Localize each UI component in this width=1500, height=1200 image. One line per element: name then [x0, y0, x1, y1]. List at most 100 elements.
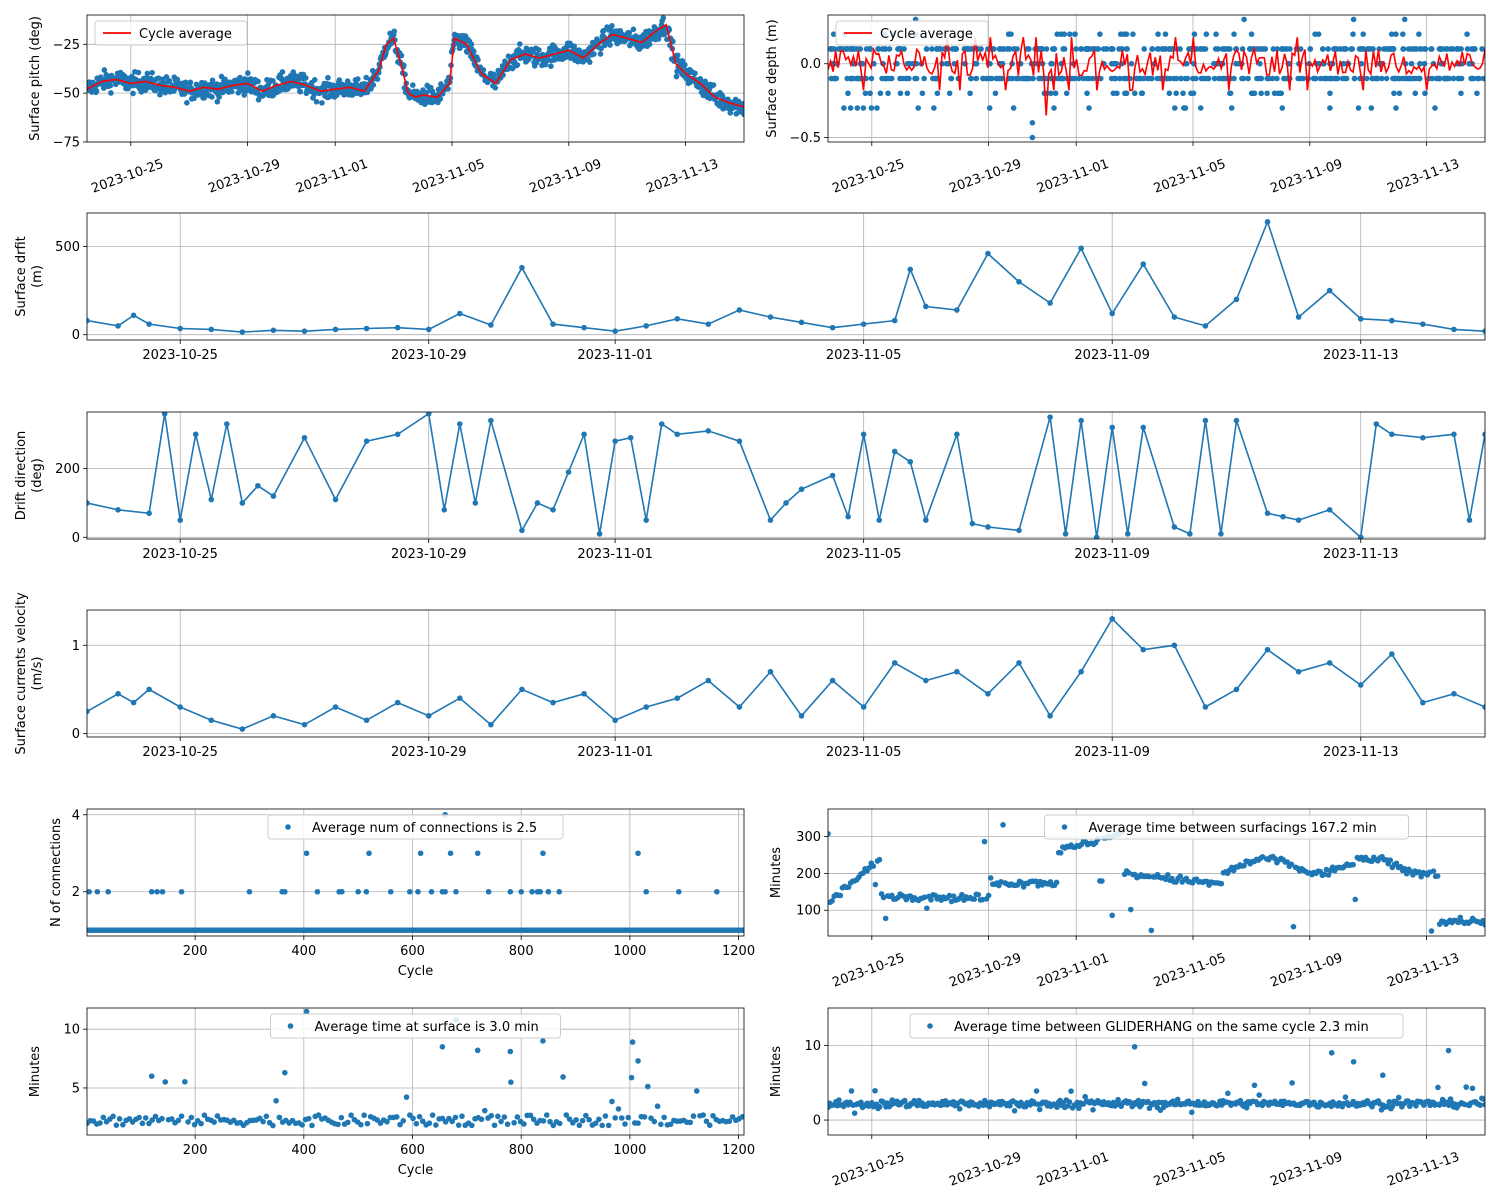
data-point	[178, 888, 185, 895]
data-point	[1140, 75, 1147, 82]
data-point	[674, 695, 681, 701]
data-point	[521, 1121, 527, 1127]
x-tick-label: 2023-10-29	[391, 547, 467, 562]
data-point	[146, 321, 152, 327]
data-point	[355, 76, 361, 82]
data-point	[425, 412, 432, 417]
data-point	[1310, 75, 1317, 82]
legend-point-marker	[287, 1023, 294, 1029]
data-point	[1173, 75, 1180, 82]
data-point	[645, 1083, 651, 1090]
data-point	[457, 421, 463, 427]
data-point	[201, 1112, 208, 1119]
data-point	[1435, 1084, 1441, 1091]
data-point	[255, 482, 261, 489]
data-point	[1412, 90, 1419, 97]
data-point	[860, 105, 867, 111]
data-point	[1216, 75, 1222, 82]
data-point	[270, 1122, 276, 1129]
data-point	[363, 717, 370, 724]
data-point	[336, 77, 343, 83]
data-point	[270, 493, 277, 499]
data-point	[188, 1114, 195, 1121]
y-tick-label: 4	[72, 808, 80, 823]
data-point	[1360, 31, 1367, 37]
data-point	[954, 431, 960, 438]
data-point	[583, 1112, 589, 1119]
data-point	[1392, 75, 1398, 82]
data-point	[876, 1103, 883, 1110]
x-tick-label: 2023-11-13	[1385, 951, 1461, 991]
data-point	[235, 90, 242, 96]
data-point	[736, 704, 743, 710]
data-point	[1466, 517, 1473, 523]
data-point	[831, 46, 838, 52]
data-point	[495, 1113, 501, 1120]
data-point	[586, 59, 593, 65]
data-point	[536, 47, 542, 53]
data-point	[607, 42, 613, 48]
data-point	[198, 1120, 204, 1127]
legend-box	[270, 1013, 561, 1039]
data-point	[415, 888, 421, 895]
data-point	[1103, 46, 1110, 52]
data-point	[1401, 16, 1408, 23]
legend-label: Average time between GLIDERHANG on the s…	[954, 1020, 1369, 1035]
data-point	[661, 1114, 667, 1121]
data-point	[146, 686, 152, 693]
x-tick-label: 2023-11-01	[1035, 951, 1111, 991]
data-point	[1257, 60, 1263, 67]
y-tick-label: 10	[804, 1039, 821, 1054]
data-point	[1288, 861, 1295, 868]
data-point	[1073, 46, 1079, 52]
data-point	[1109, 912, 1116, 919]
data-point	[829, 324, 836, 331]
data-point	[1315, 31, 1322, 37]
data-point	[697, 75, 704, 82]
data-point	[885, 90, 891, 97]
data-point	[573, 1117, 579, 1123]
axes-frame	[86, 609, 1486, 738]
data-point	[1109, 424, 1115, 431]
y-tick-label: 5	[72, 1081, 80, 1096]
data-point	[923, 677, 929, 684]
data-point	[628, 1074, 635, 1081]
data-point	[924, 905, 930, 912]
data-point	[599, 1122, 605, 1129]
data-point	[508, 1079, 514, 1085]
data-point	[935, 46, 941, 52]
x-tick-label: 2023-11-01	[1035, 157, 1111, 197]
data-point	[108, 90, 114, 96]
data-point	[1211, 75, 1218, 82]
x-tick-label: 2023-11-09	[1074, 348, 1150, 363]
x-tick-label: 2023-10-25	[831, 951, 907, 991]
data-point	[862, 90, 869, 97]
data-point	[1466, 60, 1472, 67]
data-point	[303, 1008, 310, 1015]
data-point	[866, 46, 873, 52]
data-point	[209, 94, 215, 100]
data-point	[928, 897, 934, 903]
data-point	[1331, 46, 1337, 52]
data-point	[110, 1113, 116, 1120]
y-axis-label-line: Minutes	[769, 1046, 784, 1097]
data-point	[115, 690, 121, 697]
data-point	[612, 717, 618, 724]
x-tick-label: 2023-11-05	[1152, 1150, 1228, 1190]
data-point	[148, 888, 155, 895]
data-point	[1378, 75, 1385, 82]
data-point	[485, 888, 492, 895]
data-point	[877, 90, 884, 97]
data-point	[1128, 60, 1135, 67]
legend-box	[1044, 814, 1409, 840]
data-point	[891, 448, 898, 455]
data-point	[986, 105, 993, 111]
panel-drift: 2023-10-25 2023-10-29 2023-11-01 2023-11-05…	[14, 212, 1486, 363]
data-point	[658, 1121, 664, 1128]
data-point	[514, 62, 521, 68]
data-point	[237, 74, 243, 81]
data-point	[1078, 46, 1085, 52]
data-point	[429, 88, 436, 95]
data-point	[710, 1112, 716, 1119]
data-point	[767, 668, 774, 675]
